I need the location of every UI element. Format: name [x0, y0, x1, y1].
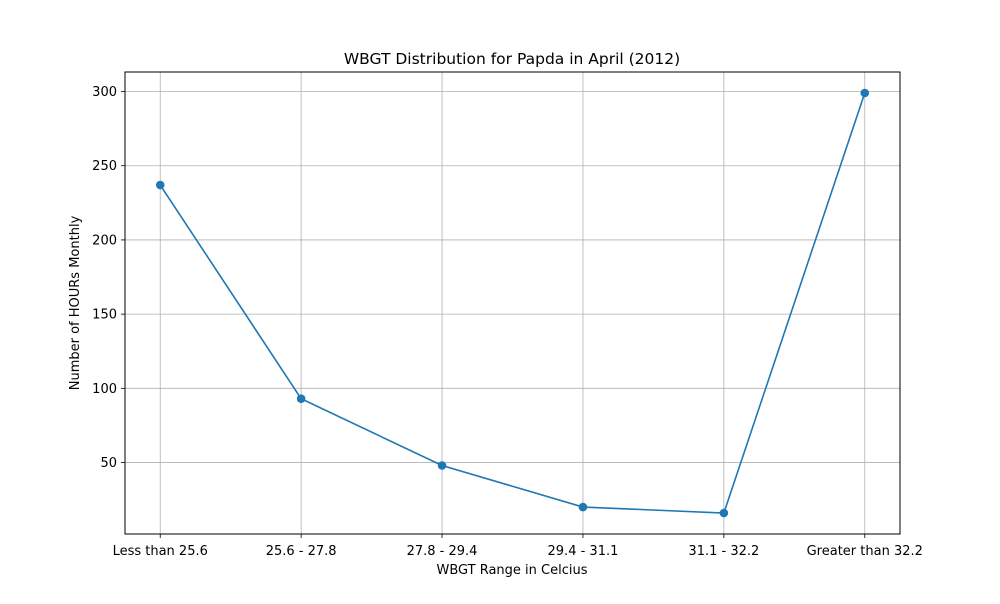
y-tick-label: 50 [100, 456, 117, 471]
y-tick-label: 250 [92, 159, 117, 174]
data-point [296, 394, 306, 404]
y-tick-label: 200 [92, 233, 117, 248]
data-point [155, 180, 165, 190]
x-axis-label: WBGT Range in Celcius [436, 563, 587, 578]
x-tick-label: Less than 25.6 [113, 544, 208, 559]
chart-title: WBGT Distribution for Papda in April (20… [344, 50, 680, 68]
data-point [860, 88, 870, 98]
y-tick-label: 150 [92, 308, 117, 323]
x-axis-ticks: Less than 25.6 25.6 - 27.8 27.8 - 29.4 29.4… [113, 534, 923, 559]
plot-frame [124, 71, 901, 535]
y-axis-ticks: 50 100 150 200 250 300 [92, 85, 125, 471]
x-tick-label: 27.8 - 29.4 [407, 544, 478, 559]
x-tick-label: 29.4 - 31.1 [548, 544, 619, 559]
x-tick-label: 25.6 - 27.8 [266, 544, 337, 559]
data-point [719, 508, 729, 518]
data-point [437, 461, 447, 470]
x-tick-label: Greater than 32.2 [807, 544, 923, 559]
series-line [159, 92, 866, 514]
data-point [578, 502, 588, 512]
y-tick-label: 100 [92, 382, 117, 397]
y-axis-label: Number of HOURs Monthly [68, 215, 83, 390]
x-tick-label: 31.1 - 32.2 [688, 544, 759, 559]
y-tick-label: 300 [92, 85, 117, 100]
series-layer [155, 88, 870, 518]
grid-lines [125, 72, 900, 534]
